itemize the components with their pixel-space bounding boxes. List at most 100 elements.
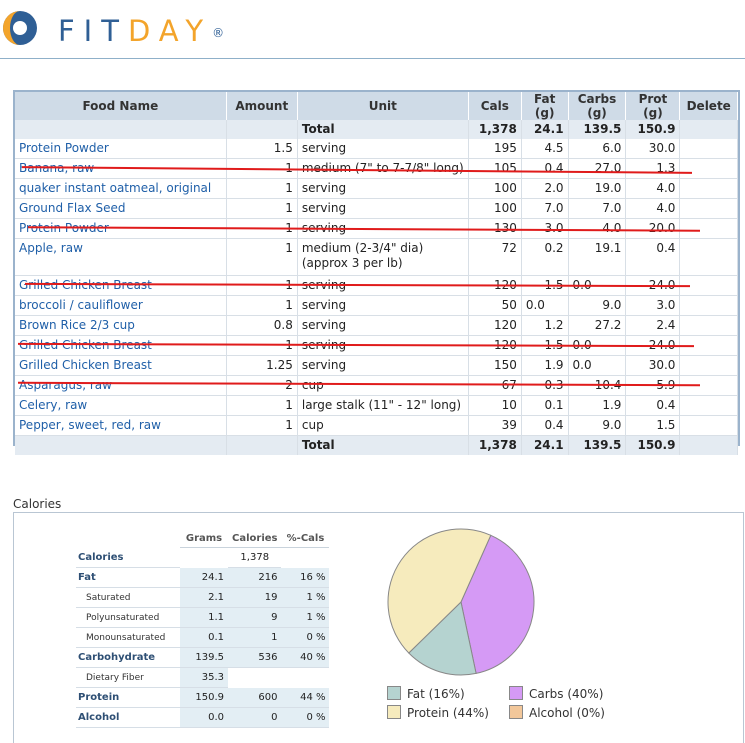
site-header: FITDAY® xyxy=(0,0,745,59)
food-cals: 120 xyxy=(468,315,522,336)
food-unit[interactable]: serving xyxy=(297,315,469,336)
food-amount[interactable]: 1 xyxy=(226,238,298,276)
food-name-link[interactable]: Celery, raw xyxy=(15,395,227,416)
food-prot: 2.4 xyxy=(625,315,681,336)
food-cals: 105 xyxy=(468,158,522,179)
food-amount[interactable]: 2 xyxy=(226,375,298,396)
nutrient-pct: 0 % xyxy=(281,707,330,728)
food-amount[interactable]: 1 xyxy=(226,178,298,199)
nutrient-pct: 1 % xyxy=(281,607,330,628)
food-unit[interactable]: serving xyxy=(297,178,469,199)
food-delete-cell[interactable] xyxy=(679,295,738,316)
food-amount[interactable]: 0.8 xyxy=(226,315,298,336)
pie-legend: Fat (16%) Carbs (40%) Protein (44%) Alcoho… xyxy=(387,685,631,723)
nutrient-label: Carbohydrate xyxy=(76,647,180,668)
food-name-link[interactable]: broccoli / cauliflower xyxy=(15,295,227,316)
total-prot: 150.9 xyxy=(625,435,681,455)
food-delete-cell[interactable] xyxy=(679,355,738,376)
food-amount[interactable]: 1.5 xyxy=(226,139,298,159)
food-unit-text: serving xyxy=(301,201,347,215)
food-prot: 4.0 xyxy=(625,198,681,219)
food-unit[interactable]: serving xyxy=(297,295,469,316)
food-delete-cell[interactable] xyxy=(679,415,738,436)
fitday-logo[interactable]: FITDAY® xyxy=(58,14,224,48)
food-delete-cell[interactable] xyxy=(679,315,738,336)
nutrient-calories: 1 xyxy=(228,627,282,648)
food-name-link[interactable]: Pepper, sweet, red, raw xyxy=(15,415,227,436)
food-unit-text: medium (2-3/4" dia) xyxy=(301,241,424,255)
food-name-link[interactable]: Protein Powder xyxy=(15,139,227,159)
total-row-top: Total 1,378 24.1 139.5 150.9 xyxy=(15,120,738,139)
food-unit[interactable]: cup xyxy=(297,375,469,396)
food-delete-cell[interactable] xyxy=(679,178,738,199)
col-cals: Cals xyxy=(468,92,522,120)
food-name-link[interactable]: Asparagus, raw xyxy=(15,375,227,396)
food-name-link[interactable]: quaker instant oatmeal, original xyxy=(15,178,227,199)
food-unit[interactable]: large stalk (11" - 12" long) xyxy=(297,395,469,416)
food-cals: 39 xyxy=(468,415,522,436)
food-unit-text: serving xyxy=(301,298,347,312)
calorie-pie-chart xyxy=(387,528,535,676)
food-unit[interactable]: serving xyxy=(297,198,469,219)
col-prot: Prot (g) xyxy=(625,92,681,120)
food-fat: 0.2 xyxy=(521,238,569,276)
food-delete-cell[interactable] xyxy=(679,395,738,416)
food-row: quaker instant oatmeal, original 1 serving… xyxy=(15,178,738,199)
food-unit-text: serving xyxy=(301,318,347,332)
nutrient-label: Polyunsaturated xyxy=(76,607,180,628)
nutrient-label: Saturated xyxy=(76,587,180,608)
total-label: Total xyxy=(297,120,469,139)
food-cals: 72 xyxy=(468,238,522,276)
food-log-table: Food Name Amount Unit Cals Fat (g) Carbs… xyxy=(13,90,740,455)
food-carbs: 6.0 xyxy=(568,139,627,159)
food-delete-cell[interactable] xyxy=(679,275,738,296)
food-amount[interactable]: 1 xyxy=(226,198,298,219)
food-fat: 1.9 xyxy=(521,355,569,376)
calories-section-title: Calories xyxy=(13,497,62,511)
food-amount[interactable]: 1.25 xyxy=(226,355,298,376)
nutrient-row: Polyunsaturated 1.1 9 1 % xyxy=(76,607,330,628)
food-name-link[interactable]: Grilled Chicken Breast xyxy=(15,355,227,376)
nutrient-calories: 1,378 xyxy=(228,547,282,568)
food-delete-cell[interactable] xyxy=(679,198,738,219)
food-delete-cell[interactable] xyxy=(679,218,738,239)
nutrient-calories: 9 xyxy=(228,607,282,628)
food-unit[interactable]: serving xyxy=(297,355,469,376)
food-delete-cell[interactable] xyxy=(679,158,738,179)
nutrient-grams: 0.1 xyxy=(180,627,228,648)
food-name-link[interactable]: Apple, raw xyxy=(15,238,227,276)
nutrient-row: Protein 150.9 600 44 % xyxy=(76,687,330,708)
food-row: Celery, raw 1 large stalk (11" - 12" long)… xyxy=(15,395,738,416)
food-carbs: 27.2 xyxy=(568,315,627,336)
food-amount[interactable]: 1 xyxy=(226,395,298,416)
food-delete-cell[interactable] xyxy=(679,375,738,396)
food-name-link[interactable]: Grilled Chicken Breast xyxy=(15,275,227,296)
nutrient-calories: 536 xyxy=(228,647,282,668)
food-amount[interactable]: 1 xyxy=(226,295,298,316)
food-name-link[interactable]: Ground Flax Seed xyxy=(15,198,227,219)
food-unit[interactable]: cup xyxy=(297,415,469,436)
food-row: Pepper, sweet, red, raw 1 cup 39 0.4 9.0 1.5 xyxy=(15,415,738,436)
food-name-link[interactable]: Brown Rice 2/3 cup xyxy=(15,315,227,336)
total-blank xyxy=(15,435,227,455)
col-carbs: Carbs (g) xyxy=(568,92,627,120)
fitday-logo-icon[interactable] xyxy=(2,10,38,46)
food-unit[interactable]: serving xyxy=(297,139,469,159)
food-delete-cell[interactable] xyxy=(679,238,738,276)
food-name-link[interactable]: Grilled Chicken Breast xyxy=(15,335,227,356)
calories-panel: Grams Calories %-Cals Calories 1,378 Fat 24… xyxy=(13,512,744,743)
food-row: Ground Flax Seed 1 serving 100 7.0 7.0 4.0 xyxy=(15,198,738,219)
nutrient-calories: 216 xyxy=(228,567,282,588)
food-amount[interactable]: 1 xyxy=(226,415,298,436)
nutrient-row: Monounsaturated 0.1 1 0 % xyxy=(76,627,330,648)
food-unit-text: serving xyxy=(301,358,347,372)
food-delete-cell[interactable] xyxy=(679,335,738,356)
food-fat: 0.0 xyxy=(521,295,569,316)
nutrient-pct: 44 % xyxy=(281,687,330,708)
legend-protein: Protein (44%) xyxy=(387,704,509,723)
food-fat: 1.2 xyxy=(521,315,569,336)
food-unit[interactable]: medium (2-3/4" dia) (approx 3 per lb) xyxy=(297,238,469,276)
total-label: Total xyxy=(297,435,469,455)
food-delete-cell[interactable] xyxy=(679,139,738,159)
nutrient-label: Fat xyxy=(76,567,180,588)
